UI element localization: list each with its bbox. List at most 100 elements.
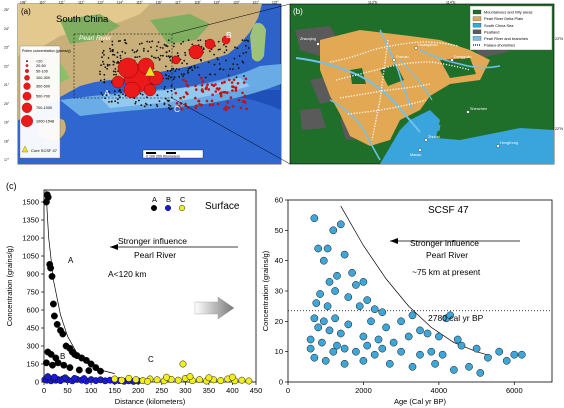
data-point	[47, 264, 55, 272]
data-point	[47, 350, 55, 358]
x-tick-label: 200	[132, 386, 145, 395]
surface-arrow-head-icon	[110, 244, 118, 250]
sample-dot	[208, 103, 212, 107]
y-axis-label: Concentration (grains/g)	[261, 250, 270, 331]
sample-dot	[237, 67, 240, 70]
sample-dot	[223, 107, 226, 111]
sample-dot	[166, 45, 169, 48]
sample-dot	[117, 102, 119, 104]
sample-dot	[175, 102, 179, 105]
sample-dot	[247, 40, 250, 42]
data-point	[435, 332, 443, 341]
data-point	[385, 359, 394, 368]
map-lon-tick: 121°	[253, 0, 260, 4]
sample-dot	[187, 70, 189, 72]
sample-dot	[245, 44, 247, 47]
sample-dot	[147, 50, 150, 53]
sample-dot	[178, 76, 181, 78]
sample-dot	[103, 73, 106, 76]
sample-dot	[155, 103, 158, 106]
data-point	[363, 296, 372, 304]
sample-dot	[230, 81, 234, 84]
y-tick-label: 300	[26, 342, 39, 351]
sample-dot	[241, 100, 245, 103]
sample-dot	[172, 67, 175, 70]
data-point	[416, 350, 424, 359]
data-point	[75, 366, 83, 374]
sample-dot	[231, 105, 235, 108]
data-point	[316, 290, 324, 298]
sample-dot	[155, 49, 158, 52]
x-tick-label: 350	[203, 386, 216, 395]
sample-dot	[184, 54, 187, 56]
sample-dot	[165, 45, 168, 47]
sample-dot	[225, 49, 228, 52]
sample-dot	[167, 39, 170, 42]
x-tick-label: 4000	[431, 386, 448, 395]
sample-dot	[145, 103, 148, 106]
data-point	[87, 360, 95, 368]
y-tick-label: 20	[275, 317, 283, 326]
data-point	[61, 374, 69, 382]
sample-dot	[219, 92, 223, 95]
sample-dot	[214, 90, 218, 93]
sample-dot	[197, 99, 200, 103]
sample-dot	[150, 46, 152, 49]
sample-dot	[110, 100, 113, 103]
sample-dot	[185, 91, 188, 94]
data-point	[517, 350, 526, 359]
sample-dot	[227, 74, 230, 77]
sample-dot	[180, 108, 184, 111]
sample-dot	[183, 73, 186, 75]
panel-b-lat-tick-2: 22°N	[555, 127, 563, 131]
sample-dot	[169, 105, 172, 107]
legend-item-label: 300-500	[36, 85, 50, 89]
sample-dot	[222, 68, 225, 71]
data-point	[408, 362, 417, 371]
data-point	[42, 359, 50, 367]
sample-dot	[237, 98, 241, 102]
sample-dot	[113, 61, 116, 64]
legend-circle-icon	[21, 102, 33, 113]
data-point	[340, 344, 349, 353]
map-lon-tick: 116°	[156, 0, 163, 4]
data-point	[318, 338, 326, 347]
data-point	[363, 341, 372, 350]
data-point	[49, 361, 56, 369]
sample-dot	[234, 89, 238, 92]
panel-a-pollen-circles	[111, 35, 231, 99]
sample-dot	[209, 73, 212, 76]
data-point	[359, 356, 368, 365]
y-tick-label: 450	[26, 324, 39, 333]
data-point	[331, 287, 339, 295]
x-tick-label: 300	[179, 386, 192, 395]
x-tick-label: 0	[42, 386, 46, 395]
data-point	[44, 373, 52, 381]
sample-dot	[165, 51, 168, 54]
sample-dot	[211, 103, 215, 106]
surface-cluster-a: A	[68, 256, 74, 265]
x-tick-label: 150	[108, 386, 121, 395]
sample-dot	[113, 54, 116, 56]
sample-dot	[167, 106, 170, 109]
y-tick-label: 1050	[22, 252, 39, 261]
surface-chart: 0 50 100 150 200 250 300 350 400 450 0 150 300 450 600…	[5, 189, 262, 406]
data-point	[484, 353, 492, 362]
data-point	[144, 377, 152, 385]
y-tick-label: 0	[35, 378, 39, 387]
data-point	[352, 281, 360, 289]
sample-dot	[102, 60, 104, 63]
sample-dot	[223, 51, 226, 54]
data-point	[312, 299, 321, 307]
data-point	[325, 326, 334, 335]
sample-dot	[244, 77, 248, 81]
legend-swatch	[472, 36, 482, 41]
legend-item-label: Peatland	[484, 29, 499, 34]
y-tick-label: 60	[275, 196, 283, 205]
sample-dot	[236, 82, 240, 85]
sample-dot	[119, 96, 121, 99]
panel-b-lon-tick-2: 114°E	[446, 1, 456, 5]
sample-dot	[112, 63, 115, 66]
map-lon-tick: 111°	[59, 0, 66, 4]
map-lon-tick: 122°	[272, 0, 279, 4]
